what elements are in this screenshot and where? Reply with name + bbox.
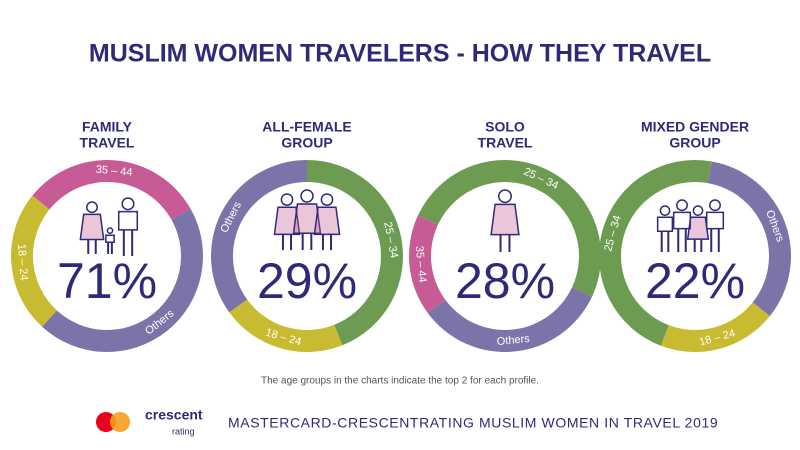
center-percentage: 28% [455, 253, 555, 309]
donut-segment [229, 299, 343, 353]
icon-head [692, 205, 704, 216]
icon-head [320, 193, 334, 206]
donut-segment [42, 208, 203, 352]
icon-body [490, 203, 520, 236]
segment-label: 35 – 44 [95, 164, 133, 179]
icon-body [686, 216, 710, 240]
donut-segment [599, 159, 712, 346]
icon-head [106, 227, 114, 234]
icon-head [280, 193, 294, 206]
chart-title: FAMILY [82, 119, 133, 135]
icon-body [105, 234, 115, 244]
icon-head [676, 199, 688, 212]
icon-body [273, 206, 301, 236]
donut-segment [307, 160, 403, 346]
chart-title: MIXED GENDER [641, 119, 749, 135]
center-percentage: 71% [57, 253, 157, 309]
chart-title: TRAVEL [478, 135, 533, 151]
segment-label: 18 – 24 [15, 243, 30, 280]
chart-title: SOLO [485, 119, 525, 135]
chart-title: GROUP [281, 135, 332, 151]
segment-label: Others [496, 333, 531, 348]
page-title: MUSLIM WOMEN TRAVELERS - HOW THEY TRAVEL [89, 40, 711, 68]
donut-segment [409, 215, 446, 313]
donut-segment [10, 195, 57, 327]
donut-segment [417, 160, 601, 297]
icon-body [292, 203, 322, 234]
center-percentage: 22% [645, 253, 745, 309]
footer-text: MASTERCARD-CRESCENTRATING MUSLIM WOMEN I… [228, 415, 718, 431]
donut-segment [211, 160, 307, 313]
logo-circle-red [96, 412, 116, 432]
logo-sub: rating [172, 426, 195, 436]
icon-body [672, 211, 692, 230]
icon-body [656, 216, 674, 233]
icon-head [300, 189, 314, 203]
donut-segment [32, 160, 191, 220]
segment-label: 35 – 44 [413, 245, 429, 283]
people-icon [79, 197, 139, 256]
icon-body [117, 210, 139, 231]
logo-name: crescent [145, 407, 203, 423]
people-icon [273, 189, 341, 250]
icon-body [705, 211, 725, 230]
donut-segment [427, 287, 593, 353]
icon-head [659, 205, 671, 216]
chart-title: ALL-FEMALE [262, 119, 351, 135]
icon-head [121, 197, 135, 211]
donut-segment [660, 302, 770, 353]
people-icon [490, 189, 520, 252]
center-percentage: 29% [257, 253, 357, 309]
donut-segment [707, 161, 792, 317]
people-icon [656, 199, 725, 252]
logo-circle-orange [110, 412, 130, 432]
icon-head [498, 189, 512, 204]
icon-head [86, 201, 98, 214]
chart-title: TRAVEL [80, 135, 135, 151]
footnote: The age groups in the charts indicate th… [261, 376, 539, 387]
icon-body [79, 213, 105, 241]
icon-body [313, 206, 341, 236]
chart-title: GROUP [669, 135, 720, 151]
icon-head [709, 199, 721, 212]
